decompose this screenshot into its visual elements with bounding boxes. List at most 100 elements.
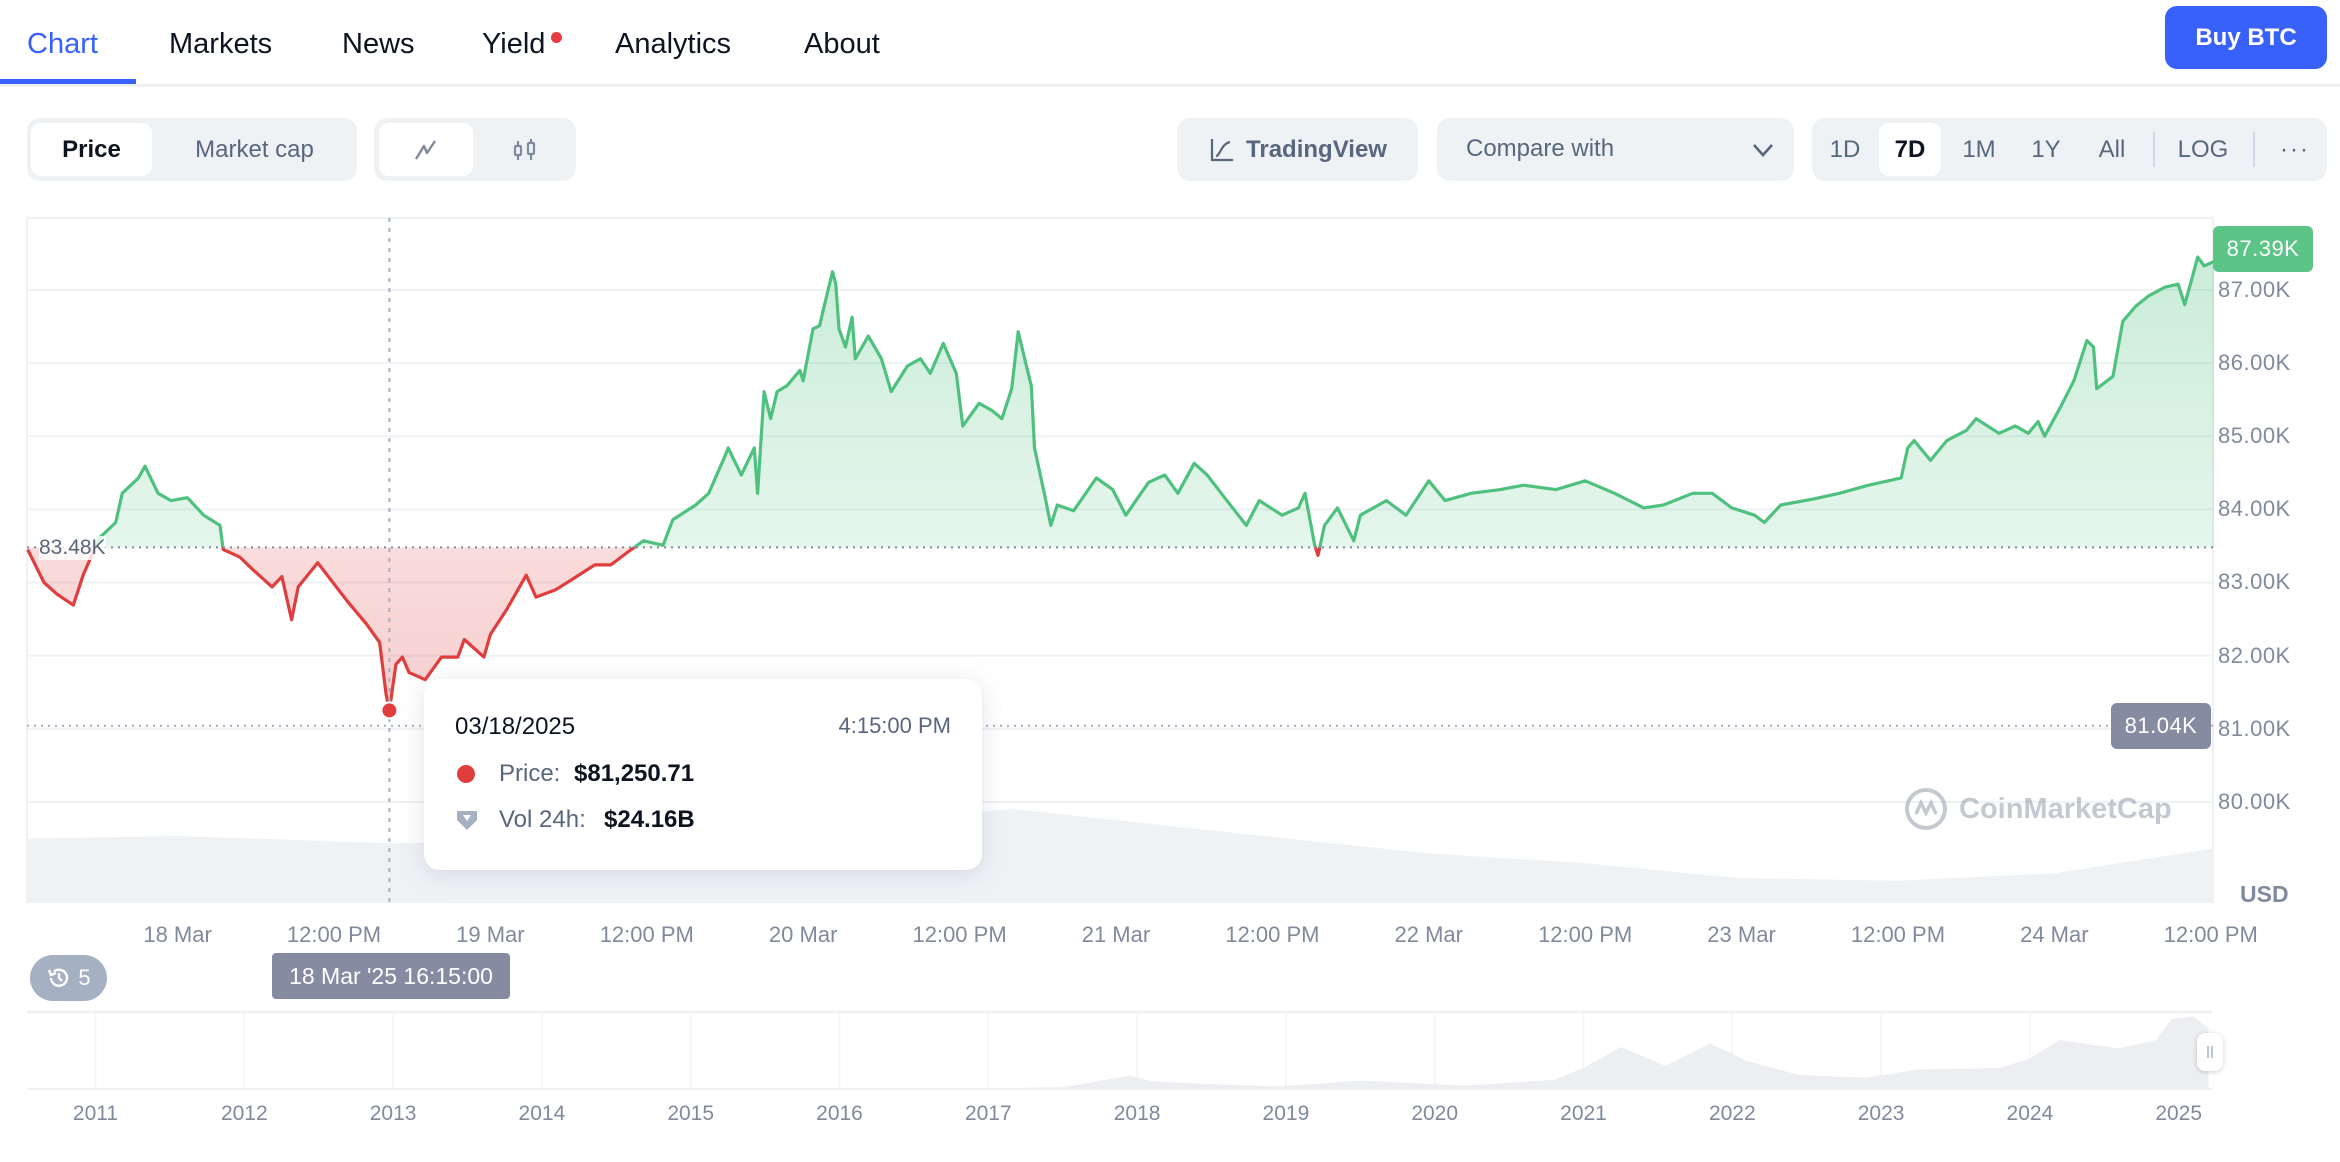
chevron-down-icon [1753, 144, 1773, 157]
line-chart-option[interactable] [379, 123, 473, 176]
year-label: 2013 [369, 1102, 417, 1125]
range-7d[interactable]: 7D [1894, 135, 1926, 163]
year-label: 2025 [2155, 1102, 2203, 1125]
price-option[interactable]: Price [31, 123, 152, 176]
navigator-history-area [28, 1016, 2209, 1089]
hover-point [380, 701, 399, 720]
range-active-bg [1879, 123, 1941, 176]
x-tick-label: 12:00 PM [599, 922, 694, 947]
tradingview-button[interactable]: TradingView [1177, 118, 1418, 181]
tab-news[interactable]: News [342, 28, 415, 60]
log-scale-toggle[interactable]: LOG [2177, 135, 2229, 163]
tooltip-date: 03/18/2025 [455, 713, 576, 740]
tab-yield[interactable]: Yield [482, 28, 546, 60]
price-chart[interactable] [0, 0, 2340, 1000]
navigator-handle[interactable] [2197, 1033, 2223, 1071]
year-label: 2014 [518, 1102, 566, 1125]
price-area-below-baseline [27, 547, 1320, 711]
tooltip-vol-label: Vol 24h: [499, 806, 586, 833]
tab-chart[interactable]: Chart [27, 28, 98, 60]
range-selector: 1D 7D 1M 1Y All LOG ··· [1812, 118, 2327, 181]
volume-shield-icon [457, 811, 477, 830]
range-1d[interactable]: 1D [1829, 135, 1861, 163]
year-label: 2012 [220, 1102, 268, 1125]
range-1y[interactable]: 1Y [2031, 135, 2061, 163]
current-price-tag: 87.39K [2213, 226, 2313, 272]
tradingview-label: TradingView [1246, 135, 1387, 163]
buy-btc-button[interactable]: Buy BTC [2165, 6, 2327, 69]
candlestick-icon [513, 138, 536, 160]
y-tick-label: 83.00K [2218, 569, 2291, 595]
x-tick-label: 19 Mar [456, 922, 525, 947]
watermark-text: CoinMarketCap [1959, 792, 2172, 825]
market-cap-option[interactable]: Market cap [195, 135, 314, 163]
y-tick-label: 82.00K [2218, 642, 2291, 668]
tooltip-vol-value: $24.16B [604, 806, 695, 833]
x-tick-label: 20 Mar [768, 922, 838, 947]
history-icon [48, 968, 69, 987]
chart-overlay [27, 218, 2213, 903]
year-label: 2018 [1113, 1102, 1161, 1125]
x-tick-label: 12:00 PM [2163, 922, 2258, 947]
range-divider [2153, 132, 2155, 167]
candlestick-option[interactable] [478, 123, 572, 176]
price-area-above-baseline [27, 257, 2214, 548]
more-options-button[interactable]: ··· [2280, 135, 2310, 163]
crosshair-time-label: 18 Mar '25 16:15:00 [272, 953, 510, 999]
range-all[interactable]: All [2098, 135, 2126, 163]
baseline-label: 83.48K [39, 536, 106, 560]
price-line-down [26, 547, 1322, 712]
y-tick-label: 84.00K [2218, 496, 2291, 522]
x-tick-label: 12:00 PM [1538, 922, 1633, 947]
year-label: 2015 [667, 1102, 715, 1125]
x-tick-label: 18 Mar [143, 922, 212, 947]
y-tick-label: 85.00K [2218, 423, 2291, 449]
price-line-up [93, 255, 2215, 548]
x-tick-label: 23 Mar [1707, 922, 1776, 947]
year-label: 2017 [964, 1102, 1012, 1125]
year-label: 2024 [2006, 1102, 2054, 1125]
tradingview-icon [1210, 138, 1234, 161]
year-label: 2023 [1857, 1102, 1905, 1125]
y-tick-label: 86.00K [2218, 350, 2291, 376]
x-tick-label: 24 Mar [2020, 922, 2089, 947]
tooltip-price-value: $81,250.71 [574, 760, 695, 787]
x-tick-label: 12:00 PM [286, 922, 382, 947]
compare-with-placeholder: Compare with [1466, 135, 1615, 162]
yield-notification-dot [551, 32, 562, 43]
tab-analytics[interactable]: Analytics [615, 28, 732, 60]
tab-markets[interactable]: Markets [169, 28, 273, 60]
compare-with-dropdown[interactable]: Compare with [1437, 118, 1794, 181]
volume-area [27, 808, 2215, 903]
history-count: 5 [78, 965, 91, 990]
metric-toggle: Price Market cap [27, 118, 357, 181]
tab-about[interactable]: About [804, 28, 880, 60]
tooltip-time: 4:15:00 PM [838, 713, 951, 738]
chart-type-toggle [374, 118, 576, 181]
y-tick-label: 81.00K [2218, 715, 2291, 741]
year-label: 2021 [1560, 1102, 1607, 1125]
x-tick-label: 12:00 PM [1850, 922, 1946, 947]
y-tick-label: 80.00K [2218, 788, 2291, 814]
coinmarketcap-logo-icon [1905, 788, 1947, 830]
x-tick-label: 12:00 PM [912, 922, 1007, 947]
crosshair-price-tag: 81.04K [2111, 703, 2211, 749]
year-label: 2019 [1262, 1102, 1310, 1125]
price-tooltip: 03/18/2025 4:15:00 PM Price: $81,250.71 … [424, 679, 982, 870]
history-badge[interactable]: 5 [30, 955, 107, 1001]
range-navigator[interactable] [0, 1000, 2340, 1100]
year-label: 2020 [1411, 1102, 1459, 1125]
year-label: 2011 [72, 1102, 119, 1125]
tooltip-price-label: Price: [499, 760, 561, 787]
tab-divider [0, 84, 2340, 87]
x-tick-label: 21 Mar [1081, 922, 1151, 947]
volume-layer [27, 808, 2215, 903]
line-chart-icon [414, 139, 436, 160]
year-label: 2016 [816, 1102, 863, 1125]
currency-label: USD [2240, 881, 2289, 907]
range-1m[interactable]: 1M [1962, 135, 1996, 163]
year-label: 2022 [1708, 1102, 1756, 1125]
grip-icon [2207, 1046, 2213, 1058]
coinmarketcap-watermark: CoinMarketCap [1903, 786, 2172, 832]
x-tick-label: 12:00 PM [1225, 922, 1320, 947]
